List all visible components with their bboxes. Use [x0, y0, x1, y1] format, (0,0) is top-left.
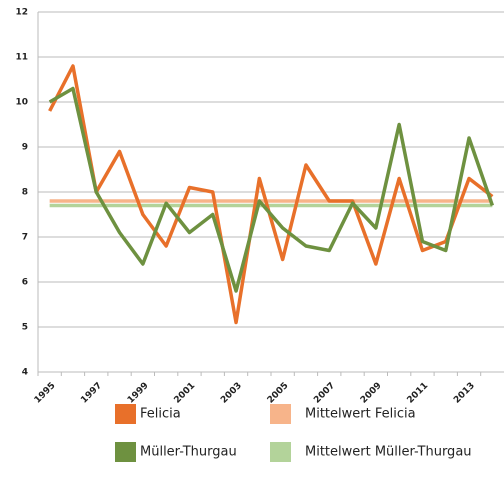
y-tick-label: 6 — [22, 278, 28, 288]
legend-swatch — [115, 442, 136, 462]
series-line — [48, 64, 494, 325]
x-tick-label: 2009 — [359, 381, 384, 406]
legend-swatch — [270, 404, 291, 424]
y-tick-label: 9 — [22, 143, 28, 153]
legend-label: Felicia — [140, 407, 181, 422]
legend-swatch — [270, 442, 291, 462]
y-tick-label: 7 — [22, 233, 28, 243]
y-tick-label: 11 — [15, 53, 28, 63]
legend-swatch — [115, 404, 136, 424]
x-tick-label: 2005 — [266, 381, 291, 406]
y-tick-label: 12 — [15, 8, 28, 18]
y-tick-label: 5 — [22, 323, 28, 333]
y-tick-label: 8 — [22, 188, 28, 198]
series-line — [48, 86, 495, 293]
x-tick-label: 2003 — [219, 381, 244, 406]
x-tick-label: 2007 — [312, 381, 337, 406]
x-tick-label: 2013 — [452, 381, 477, 406]
x-tick-label: 1999 — [126, 381, 151, 406]
x-tick-label: 2011 — [406, 381, 431, 406]
x-tick-label: 1995 — [33, 381, 58, 406]
y-tick-label: 10 — [15, 98, 28, 108]
x-tick-label: 1997 — [79, 381, 104, 406]
y-tick-label: 4 — [22, 368, 28, 378]
legend-label: Mittelwert Felicia — [305, 407, 416, 422]
legend-label: Mittelwert Müller-Thurgau — [305, 445, 472, 460]
x-tick-label: 2001 — [173, 381, 198, 406]
legend-label: Müller-Thurgau — [140, 445, 237, 460]
